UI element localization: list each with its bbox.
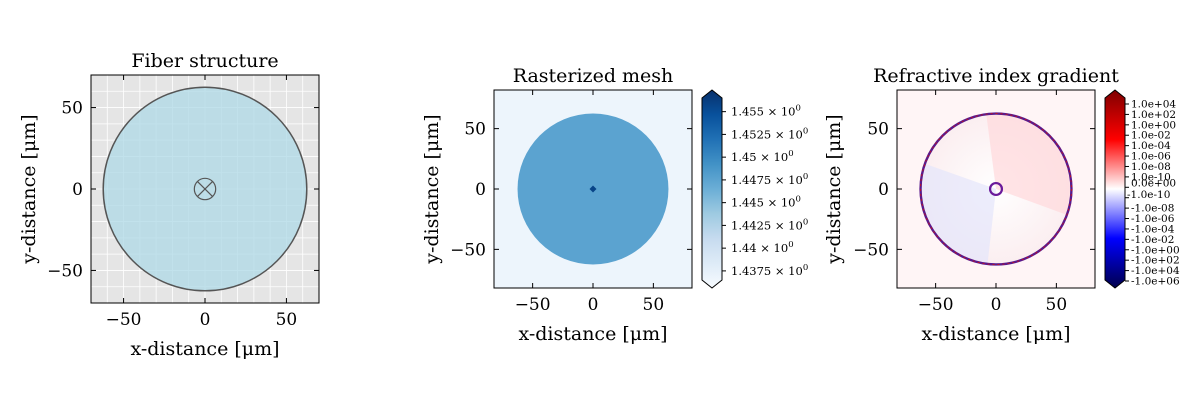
colorbar-tick-label: 1.0e-02 xyxy=(1131,130,1171,142)
panel-refractive-index-gradient: Refractive index gradient −50 0 50 −50 0 50 x… xyxy=(823,65,1180,345)
colorbar-tick-label: -1.0e-08 xyxy=(1131,203,1174,215)
x-tick-label: 50 xyxy=(1046,295,1068,315)
x-tick-label: 50 xyxy=(643,295,665,315)
y-tick-label: 0 xyxy=(878,180,889,200)
colorbar-tick-label: -1.0e-10 xyxy=(1127,189,1170,201)
panel2-xlabel: x-distance [μm] xyxy=(518,323,667,345)
colorbar-tick-label: 1.0e-04 xyxy=(1131,140,1171,152)
gradient-positive-tint xyxy=(986,115,1070,215)
colorbar-tick-label: 1.0e-06 xyxy=(1131,151,1171,163)
y-tick-label: 0 xyxy=(475,180,486,200)
core-x-marker xyxy=(197,181,213,197)
colorbar-tick-label: 1.0e+04 xyxy=(1131,99,1176,111)
y-tick-label: 50 xyxy=(61,99,83,119)
panel3-colorbar xyxy=(1104,89,1126,289)
y-tick-label: 0 xyxy=(72,180,83,200)
x-tick-label: 50 xyxy=(276,310,298,330)
colorbar-tick-label: -1.0e+00 xyxy=(1131,244,1180,256)
colorbar-tick-label: 0.0e+00 xyxy=(1131,177,1176,189)
colorbar-tick-label: -1.0e-02 xyxy=(1131,234,1174,246)
panel2-colorbar-ticks: 1.455 × 100 1.4525 × 100 1.45 × 100 1.4475 … xyxy=(722,104,808,278)
panel1-ticks: −50 0 50 −50 0 50 xyxy=(47,75,319,330)
panel1-xlabel: x-distance [μm] xyxy=(130,338,279,360)
colorbar-tick-label: 1.4375 × 100 xyxy=(731,263,808,278)
panel2-colorbar xyxy=(701,89,723,289)
colorbar-tick-label: 1.45 × 100 xyxy=(731,149,794,164)
colorbar-tick-label: -1.0e+04 xyxy=(1131,265,1180,277)
panel1-title: Fiber structure xyxy=(131,50,278,72)
core-x-stroke xyxy=(197,181,213,197)
panel-fiber-structure: Fiber structure −50 0 50 −50 0 50 x-distance … xyxy=(18,50,320,360)
colorbar-tick-label: 1.445 × 100 xyxy=(731,195,801,210)
panel1-ylabel: y-distance [μm] xyxy=(18,114,40,264)
gradient-negative-tint xyxy=(922,164,996,263)
gradient-core-boundary xyxy=(988,181,1004,197)
colorbar-tick-label: 1.455 × 100 xyxy=(731,104,801,119)
panel3-colorbar-ticks: 1.0e+041.0e+021.0e+001.0e-021.0e-041.0e-… xyxy=(1125,99,1180,288)
y-tick-label: −50 xyxy=(47,261,83,281)
panel2-ticks: −50 0 50 −50 0 50 xyxy=(450,90,692,315)
x-tick-label: 0 xyxy=(588,295,599,315)
y-tick-label: −50 xyxy=(450,240,486,260)
x-tick-label: −50 xyxy=(918,295,954,315)
colorbar-tick-label: 1.44 × 100 xyxy=(731,240,794,255)
colorbar-tick-label: 1.0e-10 xyxy=(1131,171,1171,183)
panel2-title: Rasterized mesh xyxy=(513,65,674,87)
panel3-title: Refractive index gradient xyxy=(873,65,1119,87)
panel3-xlabel: x-distance [μm] xyxy=(921,323,1070,345)
panel3-ticks: −50 0 50 −50 0 50 xyxy=(853,90,1095,315)
gradient-cladding-boundary-edge xyxy=(920,113,1072,265)
colorbar-tick-label: 1.4425 × 100 xyxy=(731,217,808,232)
colorbar-tick-label: 1.0e+02 xyxy=(1131,109,1176,121)
panel2-ylabel: y-distance [μm] xyxy=(421,114,443,264)
colorbar-tick-label: 1.4475 × 100 xyxy=(731,172,808,187)
colorbar-tick-label: -1.0e+02 xyxy=(1131,255,1180,267)
colorbar-tick-label: 1.0e-08 xyxy=(1131,161,1171,173)
x-tick-label: 0 xyxy=(991,295,1002,315)
panel3-ylabel: y-distance [μm] xyxy=(823,114,845,264)
y-tick-label: 50 xyxy=(464,120,486,140)
y-tick-label: −50 xyxy=(853,240,889,260)
colorbar-tick-label: -1.0e-06 xyxy=(1131,213,1175,225)
x-tick-label: −50 xyxy=(515,295,551,315)
colorbar-tick-label: -1.0e+06 xyxy=(1131,276,1180,288)
y-tick-label: 50 xyxy=(867,120,889,140)
colorbar-tick-label: -1.0e-04 xyxy=(1131,223,1175,235)
colorbar-tick-label: 1.0e+00 xyxy=(1131,119,1176,131)
colorbar-tick-label: 1.4525 × 100 xyxy=(731,126,808,141)
panel-rasterized-mesh: Rasterized mesh −50 0 50 −50 0 50 x-distance … xyxy=(421,65,808,345)
x-tick-label: 0 xyxy=(200,310,211,330)
x-tick-label: −50 xyxy=(106,310,142,330)
core-circle xyxy=(193,177,217,201)
